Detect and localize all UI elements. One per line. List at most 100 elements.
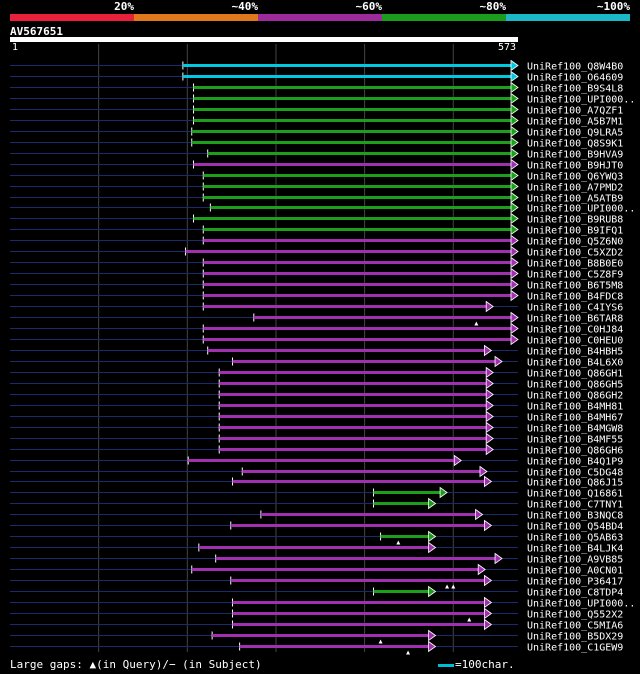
hit-bar [207,349,486,352]
ruler-end: 573 [497,42,516,53]
hit-arrow [510,191,519,204]
hit-bar [203,261,512,264]
hit-bar [203,228,512,231]
hit-arrow [428,530,437,543]
scale-text: =100char. [455,658,515,671]
hit-label: UniRef100_B4MGW8 [527,424,623,435]
hit-bar [207,152,513,155]
hit-label: UniRef100_Q86GH6 [527,446,623,457]
hit-label: UniRef100_C5XZD2 [527,248,623,259]
hit-label: UniRef100_B9HVA9 [527,150,623,161]
hit-arrow [510,223,519,236]
hit-label: UniRef100_B3NQC8 [527,511,623,522]
hit-arrow [510,103,519,116]
hit-arrow [484,344,493,357]
hit-arrow [510,136,519,149]
hit-label: UniRef100_B5DX29 [527,632,623,643]
hit-arrow [485,399,494,412]
hit-arrow [479,465,488,478]
hit-arrow [485,443,494,456]
hit-arrow [510,212,519,225]
hit-bar [219,393,488,396]
hit-arrow [510,81,519,94]
hit-bar [230,579,486,582]
hit-bar [203,174,512,177]
hit-bar [219,371,488,374]
query-gap-marker [406,650,411,655]
legend-label-4: ~100% [596,0,630,13]
hit-label: UniRef100_A7QZF1 [527,106,623,117]
hit-label: UniRef100_B4MF55 [527,435,623,446]
hit-arrow [428,497,437,510]
hit-arrow [510,256,519,269]
hit-bar [198,546,430,549]
hit-arrow [475,508,484,521]
legend-segment-4 [506,14,630,21]
hit-label: UniRef100_A7PMD2 [527,183,623,194]
legend-label-2: ~60% [355,0,383,13]
hit-label: UniRef100_B4L6X0 [527,358,623,369]
hit-arrow [428,585,437,598]
hit-arrow [484,475,493,488]
hit-label: UniRef100_UPI000.. [527,95,635,106]
hit-bar [193,119,513,122]
hit-label: UniRef100_Q552X2 [527,610,623,621]
hit-label: UniRef100_Q86GH1 [527,369,623,380]
hit-arrow [484,519,493,532]
hit-arrow [485,388,494,401]
hit-bar [203,239,512,242]
legend-label-1: ~40% [231,0,259,13]
hit-arrow [484,596,493,609]
hit-arrow [428,629,437,642]
hit-arrow [477,563,486,576]
hit-label: UniRef100_C8TDP4 [527,588,623,599]
hit-label: UniRef100_Q86J15 [527,478,623,489]
hit-bar [203,338,512,341]
hit-bar [203,327,512,330]
hit-label: UniRef100_B9RUB8 [527,215,623,226]
hit-bar [203,283,512,286]
hit-arrow [510,245,519,258]
hit-bar [373,491,442,494]
hit-bar [193,108,513,111]
hit-arrow [510,158,519,171]
hit-label: UniRef100_O64609 [527,73,623,84]
hit-bar [219,404,488,407]
hit-label: UniRef100_Q86GH2 [527,391,623,402]
hit-bar [193,217,513,220]
hit-bar [191,130,513,133]
hit-bar [219,415,488,418]
legend-segment-2 [258,14,382,21]
hit-label: UniRef100_B9HJT0 [527,161,623,172]
hit-bar [193,163,513,166]
hit-bar [232,623,486,626]
legend-segment-0 [10,14,134,21]
gaps-legend: Large gaps: ▲(in Query)/− (in Subject) [10,658,262,671]
hit-bar [188,459,456,462]
scale-legend: =100char. [438,659,515,671]
hit-label: UniRef100_A5B7M1 [527,117,623,128]
hit-bar [253,316,512,319]
hit-bar [193,97,513,100]
hit-arrow [484,574,493,587]
hit-bar [380,535,430,538]
hit-label: UniRef100_P36417 [527,577,623,588]
hit-bar [232,480,486,483]
hit-bar [185,250,513,253]
hit-label: UniRef100_C5Z8F9 [527,270,623,281]
query-gap-marker [445,584,450,589]
hit-label: UniRef100_B4HBH5 [527,347,623,358]
hit-arrow [510,289,519,302]
hit-label: UniRef100_B4FDC8 [527,292,623,303]
hit-bar [219,448,488,451]
legend-label-3: ~80% [479,0,507,13]
hit-label: UniRef100_C5DG48 [527,468,623,479]
hit-bar [219,426,488,429]
query-bar [10,37,518,42]
scale-swatch [438,663,454,667]
hit-label: UniRef100_B6TAR8 [527,314,623,325]
hit-arrow [428,640,437,653]
hit-arrow [494,552,503,565]
hit-arrow [510,333,519,346]
